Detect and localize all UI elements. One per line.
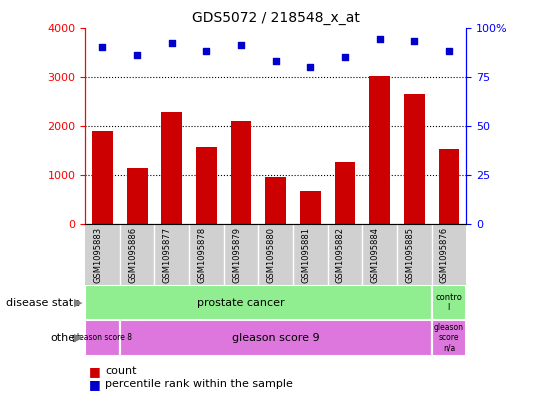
Point [272,58,280,64]
Bar [161,112,182,224]
Text: GSM1095876: GSM1095876 [440,227,449,283]
Point [410,38,419,44]
Text: GSM1095878: GSM1095878 [197,227,206,283]
Point [202,48,211,54]
Text: ▶: ▶ [74,333,82,343]
Text: gleason score 9: gleason score 9 [232,333,320,343]
Text: GSM1095885: GSM1095885 [405,227,414,283]
Text: GSM1095886: GSM1095886 [128,227,137,283]
Text: GSM1095879: GSM1095879 [232,227,241,283]
Bar [92,130,113,224]
Bar [432,285,466,320]
Text: gleason
score
n/a: gleason score n/a [434,323,464,353]
Bar [432,320,466,356]
Text: contro
l: contro l [436,293,462,312]
Text: count: count [105,366,136,376]
Point [237,42,245,48]
Bar [231,121,252,224]
Text: GSM1095884: GSM1095884 [371,227,379,283]
Point [375,36,384,42]
Point [98,44,107,50]
Bar [300,191,321,224]
Text: other: other [50,333,80,343]
Point [341,54,349,60]
Bar [120,320,432,356]
Bar [404,94,425,224]
Point [168,40,176,46]
Text: GSM1095877: GSM1095877 [163,227,172,283]
Text: ▶: ▶ [74,298,82,308]
Bar [265,177,286,224]
Bar [85,320,120,356]
Bar [335,162,355,224]
Text: prostate cancer: prostate cancer [197,298,285,308]
Text: gleason score 8: gleason score 8 [72,334,133,342]
Title: GDS5072 / 218548_x_at: GDS5072 / 218548_x_at [192,11,360,25]
Point [445,48,453,54]
Text: GSM1095881: GSM1095881 [301,227,310,283]
Text: ■: ■ [89,365,101,378]
Text: ■: ■ [89,378,101,391]
Point [133,52,141,58]
Bar [369,76,390,224]
Text: GSM1095882: GSM1095882 [336,227,345,283]
Bar [196,147,217,224]
Point [306,64,315,70]
Text: percentile rank within the sample: percentile rank within the sample [105,379,293,389]
Text: GSM1095883: GSM1095883 [93,227,102,283]
Text: disease state: disease state [5,298,80,308]
Bar [127,167,148,224]
Bar [439,149,459,224]
Text: GSM1095880: GSM1095880 [267,227,276,283]
